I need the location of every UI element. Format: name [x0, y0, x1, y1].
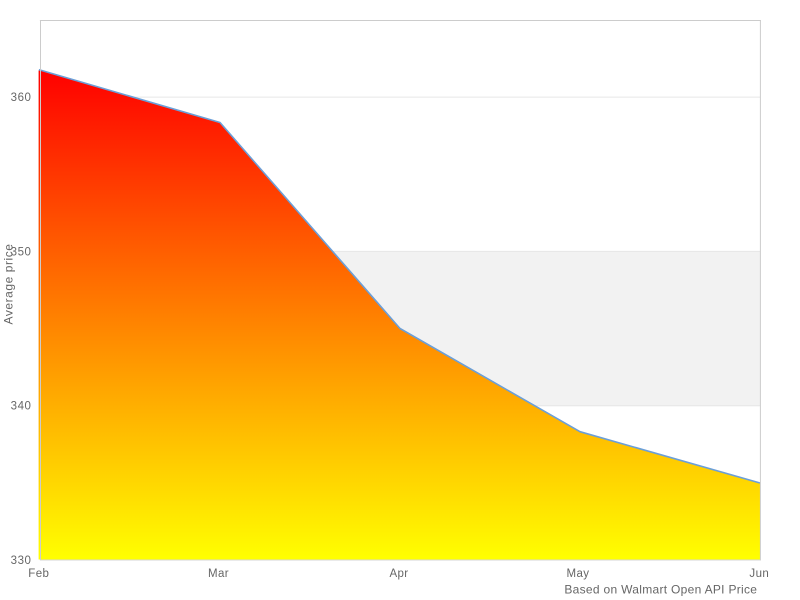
svg-text:Apr: Apr [389, 568, 408, 580]
svg-text:Average price: Average price [2, 244, 16, 325]
svg-text:340: 340 [11, 401, 32, 413]
svg-text:360: 360 [11, 92, 32, 104]
svg-text:Mar: Mar [208, 568, 229, 580]
svg-text:Feb: Feb [28, 568, 49, 580]
svg-text:May: May [567, 568, 590, 580]
svg-text:Jun: Jun [749, 568, 769, 580]
svg-text:330: 330 [11, 555, 32, 567]
svg-text:Based on Walmart Open API Pric: Based on Walmart Open API Price [564, 583, 757, 597]
svg-text:350: 350 [11, 246, 32, 258]
